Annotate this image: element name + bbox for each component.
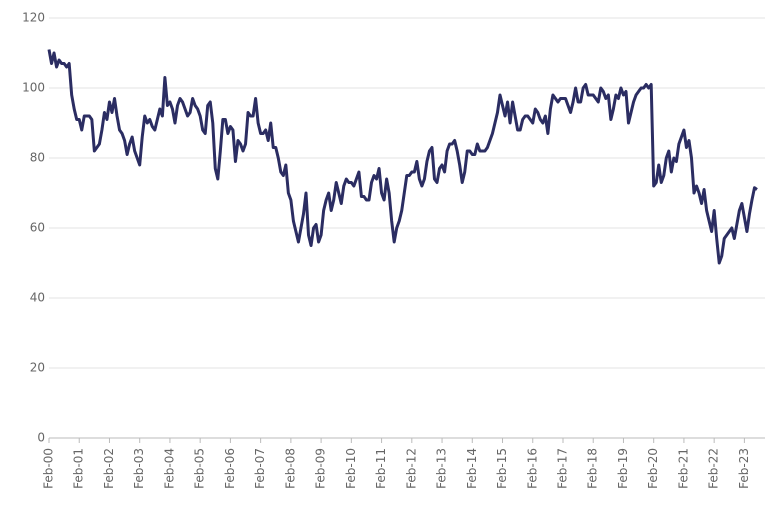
x-tick-label: Feb-13: [435, 448, 449, 489]
x-tick-label: Feb-16: [525, 448, 539, 489]
y-tick-label: 20: [30, 361, 45, 375]
y-tick-label: 80: [30, 151, 45, 165]
y-tick-label: 100: [22, 81, 45, 95]
x-tick-label: Feb-10: [344, 448, 358, 489]
x-tick-label: Feb-00: [42, 448, 56, 489]
x-tick-label: Feb-22: [707, 448, 721, 489]
x-tick-label: Feb-18: [586, 448, 600, 489]
x-tick-label: Feb-07: [253, 448, 267, 489]
x-tick-label: Feb-05: [193, 448, 207, 489]
x-tick-label: Feb-23: [737, 448, 751, 489]
y-tick-label: 120: [22, 11, 45, 25]
x-tick-label: Feb-08: [283, 448, 297, 489]
x-tick-label: Feb-06: [223, 448, 237, 489]
x-tick-label: Feb-17: [555, 448, 569, 489]
x-tick-label: Feb-19: [616, 448, 630, 489]
x-tick-label: Feb-03: [132, 448, 146, 489]
x-tick-label: Feb-01: [72, 448, 86, 489]
x-tick-label: Feb-12: [404, 448, 418, 489]
x-tick-label: Feb-21: [676, 448, 690, 489]
x-tick-label: Feb-20: [646, 448, 660, 489]
y-tick-label: 40: [30, 291, 45, 305]
x-tick-label: Feb-04: [162, 448, 176, 489]
y-tick-label: 60: [30, 221, 45, 235]
series-line: [47, 49, 758, 265]
x-tick-label: Feb-15: [495, 448, 509, 489]
x-tick-label: Feb-09: [314, 448, 328, 489]
x-tick-label: Feb-11: [374, 448, 388, 489]
y-tick-label: 0: [37, 431, 45, 445]
x-tick-label: Feb-02: [102, 448, 116, 489]
x-tick-label: Feb-14: [465, 448, 479, 489]
